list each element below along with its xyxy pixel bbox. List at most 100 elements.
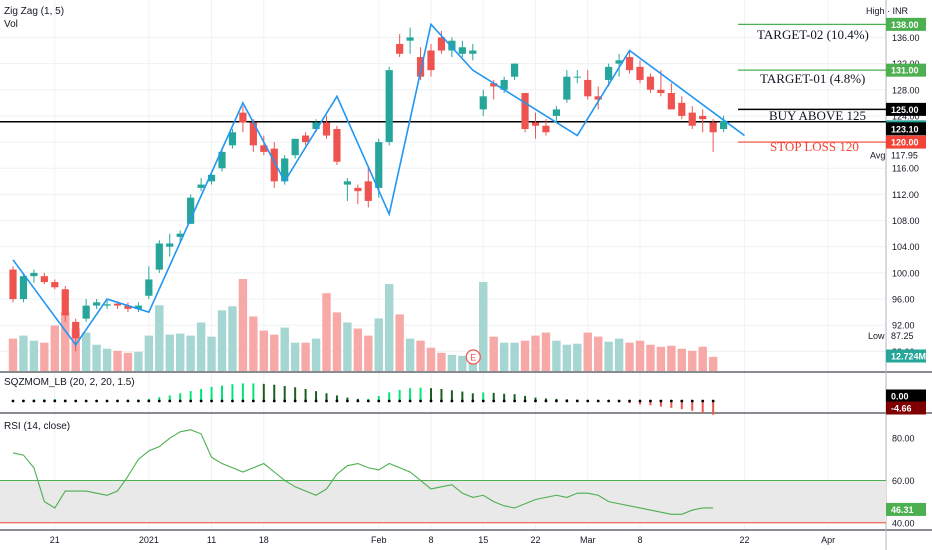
sqzmom-dot	[429, 399, 433, 403]
time-tick-label: 2021	[139, 535, 159, 545]
volume-bar	[583, 332, 592, 371]
sqzmom-dot	[53, 399, 57, 403]
candle-body	[40, 276, 48, 283]
price-tick-label: 100.00	[892, 268, 920, 278]
candle-body	[72, 321, 80, 339]
sqzmom-bar	[524, 395, 527, 401]
candle-body	[291, 138, 299, 156]
candle-body	[9, 269, 17, 300]
sqzmom-title[interactable]: SQZMOM_LB (20, 2, 20, 1.5)	[4, 377, 135, 388]
volume-bar	[667, 345, 676, 371]
volume-bar	[374, 318, 383, 371]
volume-bar	[144, 335, 154, 371]
sqzmom-dot	[419, 399, 422, 403]
sqzmom-dot	[251, 399, 255, 403]
sqzmom-bar	[294, 387, 297, 401]
sqzmom-bar	[430, 388, 432, 401]
sqzmom-dot	[346, 399, 349, 403]
sqzmom-bar	[471, 393, 474, 401]
candle-body	[646, 76, 655, 90]
sqzmom-dot	[460, 399, 464, 403]
volume-bar	[238, 279, 248, 371]
volume-bar	[625, 342, 634, 371]
time-axis: 21 2021 11 18 Feb 8 15 22 Mar 8 22 Apr	[50, 535, 835, 545]
candle-body	[375, 142, 383, 188]
volume-bar	[207, 336, 216, 371]
time-tick-label: 22	[530, 535, 540, 545]
volume-bar	[81, 332, 91, 371]
target1-note: TARGET-01 (4.8%)	[760, 71, 866, 86]
sqzmom-dot	[74, 399, 78, 403]
candle-body	[625, 57, 634, 71]
time-tick-label: 22	[739, 535, 749, 545]
sqzmom-dot	[492, 399, 496, 403]
volume-bar	[8, 338, 18, 371]
candle-body	[720, 120, 728, 129]
sqzmom-badge-top-value: 0.00	[891, 392, 909, 402]
volume-bar	[217, 310, 227, 371]
sqzmom-dot	[534, 399, 537, 403]
time-tick-label: 8	[428, 535, 433, 545]
sqzmom-bar	[388, 392, 391, 401]
sqzmom-dot	[450, 399, 454, 403]
sqzmom-bar	[325, 393, 328, 401]
target2-note: TARGET-02 (10.4%)	[757, 27, 869, 42]
sqzmom-bar	[168, 395, 171, 401]
sqzmom-bar	[503, 393, 506, 401]
price-tick-label: 96.00	[892, 295, 915, 305]
volume-bar	[489, 336, 498, 371]
level-badge-box	[886, 122, 926, 136]
candle-body	[531, 122, 540, 126]
sqzmom-bar	[189, 391, 192, 401]
sqzmom-badge-bottom-box	[886, 401, 926, 415]
scale-mode-label: High	[866, 6, 885, 16]
target1-badge-value: 131.00	[891, 66, 919, 76]
volume-bar	[176, 333, 185, 371]
volume-bar	[155, 305, 164, 371]
volume-bar	[290, 342, 300, 371]
volume-bar	[499, 342, 509, 371]
time-tick-label: 15	[478, 535, 488, 545]
candle-body	[657, 89, 665, 94]
candle-body	[197, 184, 205, 188]
price-tick-label: 116.00	[892, 164, 919, 174]
sqzmom-bar	[262, 383, 265, 401]
sqzmom-bar	[461, 391, 464, 401]
candle-body	[385, 70, 393, 143]
sqzmom-dot	[199, 399, 203, 403]
volume-bar	[510, 342, 519, 371]
volume-label[interactable]: Vol	[4, 19, 18, 30]
time-tick-label: 21	[50, 535, 60, 545]
sqzmom-dot	[231, 399, 234, 403]
volume-bar	[364, 335, 373, 371]
sqzmom-bar	[649, 401, 652, 406]
sqzmom-dot	[335, 399, 339, 403]
candle-body	[322, 122, 331, 136]
sqzmom-dot	[325, 399, 328, 403]
rsi-title[interactable]: RSI (14, close)	[4, 421, 71, 432]
candle-body	[354, 187, 362, 192]
sqzmom-dot	[711, 399, 715, 403]
candle-body	[270, 148, 278, 182]
volume-badge-box	[886, 349, 926, 363]
indicator-label[interactable]: Zig Zag (1, 5)	[4, 6, 65, 17]
volume-bar	[405, 338, 415, 371]
buy-badge-box	[886, 102, 926, 116]
volume-bar	[520, 340, 530, 371]
scale-mode[interactable]: High · INR	[866, 6, 909, 16]
sqzmom-badge-top-box	[886, 389, 926, 403]
candle-body	[30, 272, 38, 277]
price-tick-label: 112.00	[892, 190, 919, 200]
sqzmom-dot	[63, 399, 67, 403]
candle-body	[239, 112, 247, 123]
sqzmom-dot	[314, 399, 318, 403]
volume-bar	[29, 340, 39, 371]
candle-body	[511, 63, 519, 77]
volume-bar	[311, 338, 321, 371]
sqzmom-bar	[241, 383, 244, 401]
low-value: 87.25	[891, 331, 914, 341]
price-tick-label: 136.00	[892, 33, 920, 43]
volume-bar	[708, 356, 718, 371]
volume-bars: E	[8, 279, 718, 371]
